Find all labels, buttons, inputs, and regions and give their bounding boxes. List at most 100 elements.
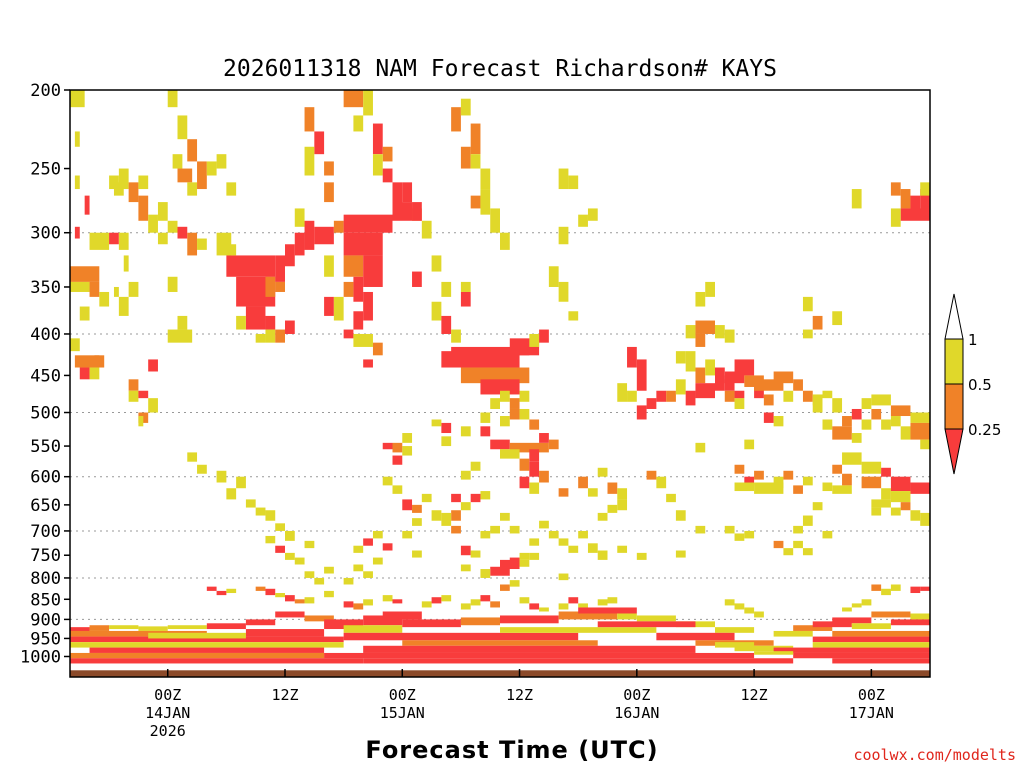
heatmap-cell — [451, 525, 461, 534]
y-tick-label: 800 — [30, 569, 61, 589]
y-tick-label: 500 — [30, 404, 61, 424]
heatmap-cell — [343, 625, 403, 633]
heatmap-cell — [294, 208, 305, 227]
heatmap-cell — [236, 315, 246, 330]
heatmap-cell — [500, 627, 657, 633]
y-tick-label: 700 — [30, 522, 61, 542]
y-tick-label: 300 — [30, 224, 61, 244]
heatmap-cell — [451, 329, 461, 343]
heatmap-cell — [734, 390, 745, 399]
heatmap-cell — [353, 564, 364, 572]
heatmap-cell — [441, 281, 452, 297]
heatmap-cell — [382, 476, 393, 486]
heatmap-cell — [802, 548, 813, 556]
y-tick-label: 450 — [30, 366, 61, 386]
heatmap-cell — [402, 182, 413, 203]
heatmap-cell — [900, 426, 911, 440]
heatmap-cell — [627, 390, 637, 402]
heatmap-cell — [890, 208, 901, 227]
heatmap-cell — [851, 623, 891, 630]
heatmap-cell — [451, 510, 461, 521]
x-tick-label: 14JAN — [145, 704, 190, 722]
heatmap-cell — [568, 597, 579, 604]
heatmap-cell — [480, 530, 491, 539]
heatmap-cell — [343, 577, 354, 585]
heatmap-cell — [490, 525, 500, 534]
chart-title: 2026011318 NAM Forecast Richardson# KAYS — [223, 56, 777, 82]
heatmap-cell — [128, 182, 139, 203]
heatmap-cell — [226, 255, 276, 277]
heatmap-cell — [402, 433, 413, 443]
heatmap-cell — [832, 464, 843, 474]
colorbar-top-white — [944, 293, 964, 340]
heatmap-cell — [275, 545, 285, 553]
heatmap-cell — [861, 476, 882, 489]
heatmap-cell — [363, 538, 373, 546]
heatmap-cell — [675, 550, 686, 558]
heatmap-cell — [578, 530, 588, 539]
heatmap-cell — [529, 482, 540, 494]
heatmap-cell — [363, 291, 373, 321]
x-tick-label: 15JAN — [380, 704, 425, 722]
heatmap-cell — [871, 611, 911, 618]
heatmap-cell — [236, 476, 246, 489]
colorbar-yellow — [944, 338, 964, 385]
heatmap-cell — [500, 232, 510, 250]
heatmap-cell — [333, 296, 344, 321]
heatmap-cell — [539, 329, 549, 343]
heatmap-cell — [314, 577, 325, 585]
heatmap-cell — [343, 281, 354, 297]
heatmap-cell — [353, 603, 364, 610]
heatmap-cell — [421, 601, 432, 608]
heatmap-cell — [382, 146, 393, 162]
heatmap-cell — [675, 351, 686, 364]
heatmap-cell — [70, 627, 90, 633]
heatmap-cell — [724, 525, 735, 534]
heatmap-cell — [724, 390, 735, 402]
heatmap-cell — [744, 439, 755, 450]
heatmap-cell — [842, 607, 852, 612]
heatmap-cell — [587, 543, 598, 553]
heatmap-cell — [793, 652, 930, 659]
heatmap-cell — [343, 329, 354, 339]
heatmap-cell — [529, 333, 540, 347]
heatmap-cell — [812, 502, 823, 511]
heatmap-cell — [509, 408, 520, 420]
heatmap-cell — [470, 195, 481, 209]
heatmap-cell — [412, 504, 422, 513]
heatmap-cell — [881, 588, 891, 596]
heatmap-cell — [128, 379, 139, 391]
heatmap-cell — [656, 390, 667, 402]
heatmap-cell — [822, 482, 833, 492]
heatmap-cell — [245, 619, 276, 626]
heatmap-cell — [900, 208, 930, 221]
heatmap-cell — [851, 408, 862, 420]
heatmap-cell — [715, 367, 725, 384]
heatmap-cell — [460, 367, 530, 384]
x-tick-label: 12Z — [741, 686, 768, 704]
heatmap-cell — [70, 338, 80, 352]
x-tick-label: 00Z — [858, 686, 885, 704]
heatmap-cell — [793, 540, 803, 549]
heatmap-cell — [324, 619, 364, 630]
heatmap-cell — [255, 586, 266, 591]
heatmap-cell — [754, 386, 764, 399]
heatmap-cell — [314, 226, 334, 245]
heatmap-cell — [646, 470, 657, 480]
heatmap-cell — [353, 311, 364, 330]
heatmap-cell — [451, 346, 530, 356]
heatmap-cell — [167, 625, 207, 630]
heatmap-cell — [99, 291, 110, 307]
heatmap-cell — [636, 359, 647, 391]
heatmap-cell — [500, 390, 510, 402]
heatmap-cell — [421, 220, 432, 239]
heatmap-cell — [636, 405, 647, 420]
heatmap-cell — [402, 446, 413, 456]
heatmap-cell — [294, 599, 305, 604]
heatmap-cell — [636, 552, 647, 560]
heatmap-cell — [793, 379, 803, 391]
heatmap-cell — [275, 593, 285, 598]
heatmap-cell — [363, 359, 373, 368]
